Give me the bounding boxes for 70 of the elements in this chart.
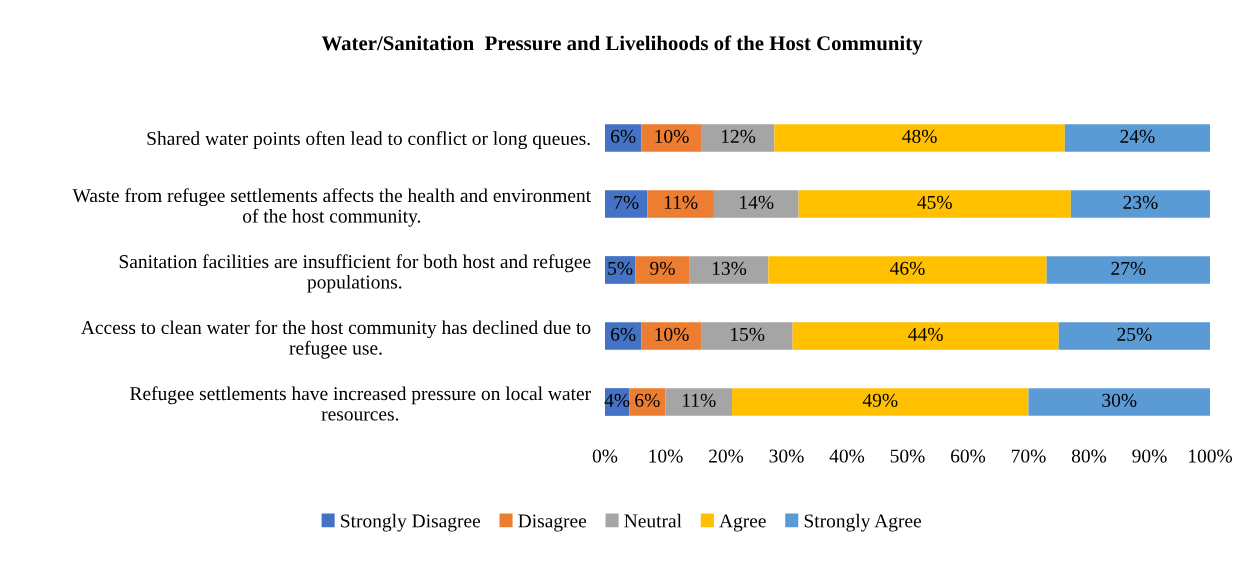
x-tick-label: 90% [1132, 449, 1167, 463]
bar [665, 388, 733, 416]
legend-label: Neutral [624, 513, 682, 528]
bar [792, 322, 1059, 350]
bar [689, 256, 769, 284]
y-tick-label: Sanitation facilities are insufficient for both host and refugee populations. [119, 254, 591, 293]
data-label: 27% [1111, 261, 1146, 275]
data-label: 46% [890, 261, 925, 275]
y-tick-label: Refugee settlements have increased pressure on local water resources. [130, 386, 591, 421]
data-label: 10% [655, 129, 689, 143]
data-label: 6% [635, 393, 660, 407]
data-label: 14% [740, 195, 774, 209]
data-label: 30% [1102, 393, 1137, 407]
data-label: 11% [664, 195, 698, 209]
bar [647, 190, 714, 218]
bar [605, 190, 648, 218]
bar [1070, 190, 1210, 218]
data-label: 9% [650, 261, 675, 275]
data-label: 48% [902, 129, 937, 143]
bar [798, 190, 1071, 218]
bar [713, 190, 799, 218]
legend-label: Agree [719, 514, 766, 532]
bar [605, 256, 636, 284]
bar [641, 322, 702, 350]
bar [774, 124, 1065, 152]
bar [768, 256, 1047, 284]
x-tick-label: 70% [1011, 449, 1046, 463]
legend-label: Disagree [518, 514, 587, 532]
x-tick-label: 50% [890, 449, 925, 463]
data-label: 23% [1123, 195, 1158, 209]
data-label: 12% [721, 129, 756, 143]
x-tick-label: 100% [1189, 449, 1233, 463]
data-label: 15% [731, 327, 765, 341]
bar [635, 256, 690, 284]
data-label: 13% [712, 261, 747, 275]
x-tick-label: 30% [769, 449, 804, 463]
bar [1064, 124, 1210, 152]
bar [1028, 388, 1210, 416]
data-label: 7% [614, 195, 639, 209]
y-tick-label: Shared water points often lead to conflict or long queues. [147, 131, 590, 150]
data-label: 6% [611, 129, 636, 143]
data-label: 45% [917, 195, 952, 209]
bar [629, 388, 666, 416]
data-label: 44% [908, 327, 943, 341]
legend-label: Strongly Agree [804, 513, 922, 532]
x-tick-label: 10% [649, 449, 683, 463]
bar [701, 124, 775, 152]
data-label: 6% [611, 327, 636, 341]
x-tick-label: 60% [951, 449, 986, 463]
x-tick-label: 80% [1071, 449, 1107, 463]
x-tick-label: 40% [829, 449, 865, 463]
x-tick-label: 20% [709, 449, 744, 463]
bar [641, 124, 702, 152]
bar [605, 124, 642, 152]
bar [1046, 256, 1210, 284]
chart-title: Water/Sanitation Pressure and Livelihoods of the Host Community [321, 35, 923, 55]
y-tick-label: Access to clean water for the host community has declined due to refugee use. [81, 320, 591, 359]
data-label: 11% [683, 393, 716, 407]
x-tick-label: 0% [592, 449, 618, 463]
bar [732, 388, 1029, 416]
bar [701, 322, 793, 350]
data-label: 10% [655, 327, 689, 341]
legend-label: Strongly Disagree [341, 513, 481, 532]
bar [605, 322, 642, 350]
bar [1058, 322, 1210, 350]
data-label: 5% [608, 261, 633, 275]
data-label: 24% [1120, 129, 1155, 143]
y-tick-label: Waste from refugee settlements affects the health and environment of the host community. [72, 188, 591, 227]
data-label: 25% [1117, 327, 1152, 341]
data-label: 49% [862, 393, 898, 407]
